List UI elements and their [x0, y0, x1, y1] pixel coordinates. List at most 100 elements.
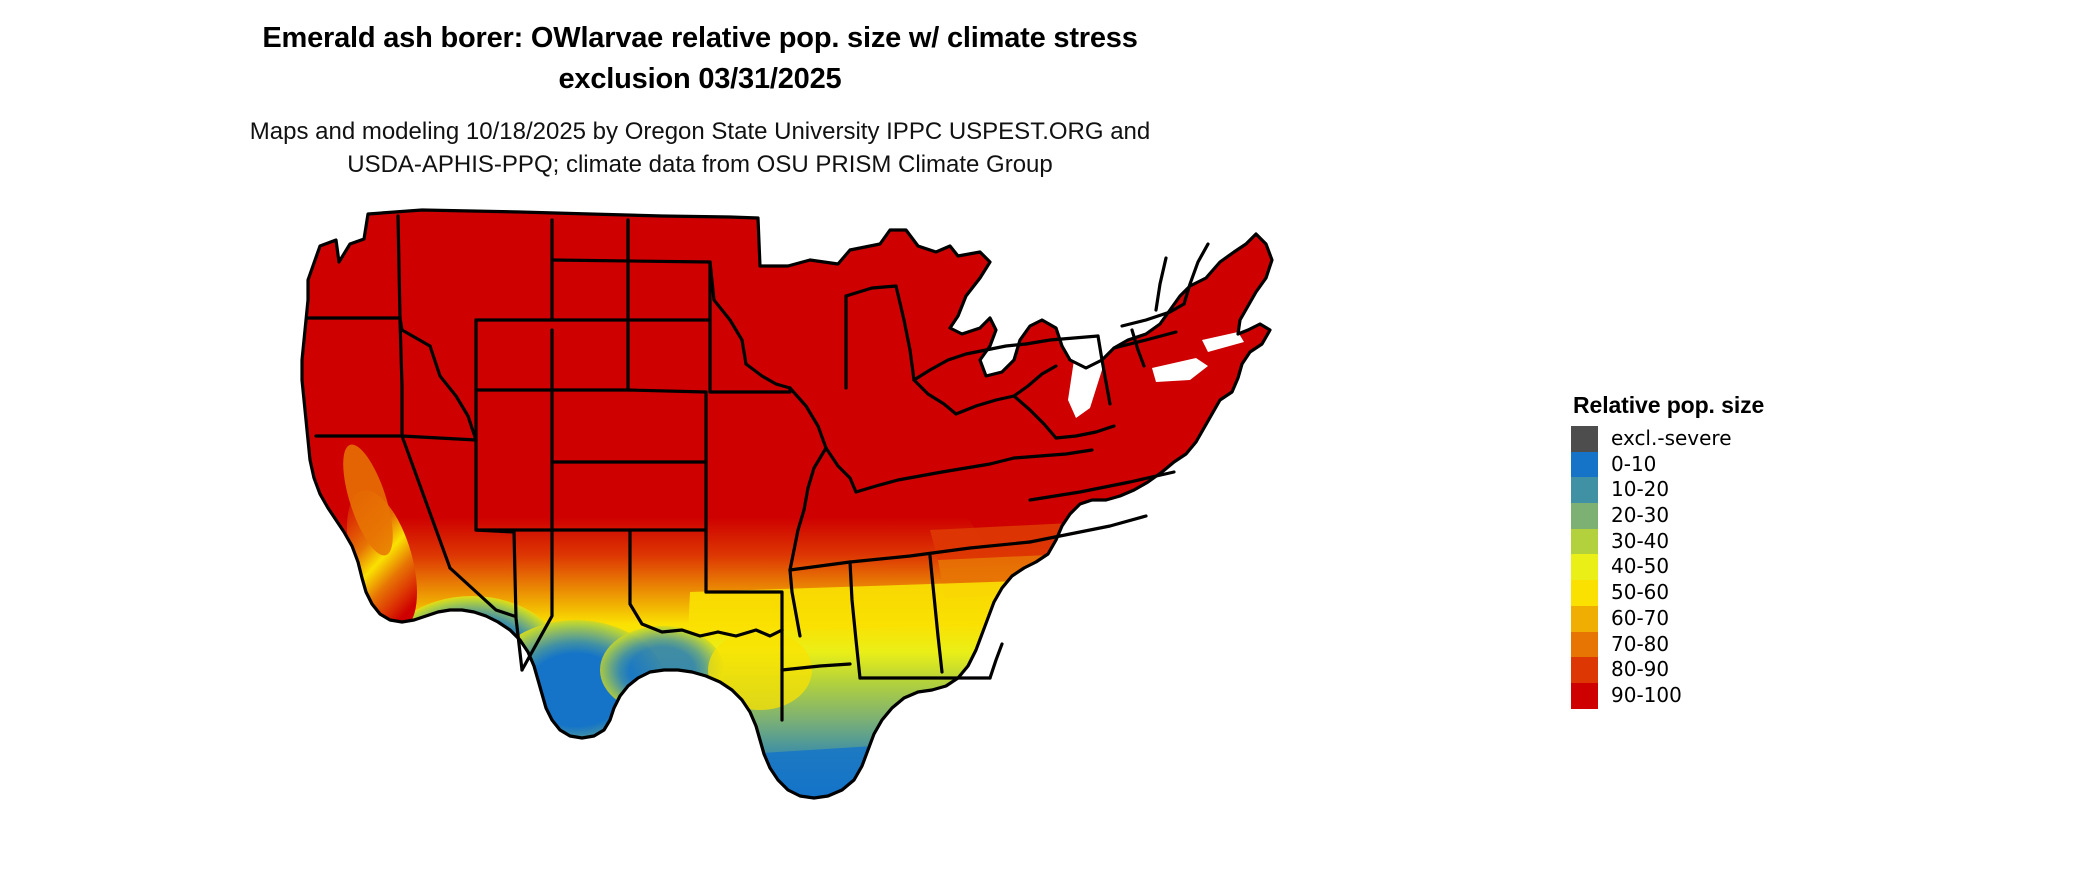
legend-item-label: 70-80: [1611, 631, 1670, 656]
legend-color-swatch: [1571, 477, 1598, 504]
legend-item-label: 0-10: [1611, 451, 1657, 476]
page-title: Emerald ash borer: OWlarvae relative pop…: [0, 18, 1400, 100]
border-co-ne-ks: [550, 388, 708, 394]
border-ky-tn-east: [940, 456, 1016, 474]
legend-item-label: 20-30: [1611, 503, 1670, 528]
legend-item[interactable]: 20-30: [1571, 503, 1871, 529]
border-oh-wv: [954, 394, 1016, 416]
border-il-mo: [788, 386, 828, 450]
border-ky-tn: [854, 470, 944, 494]
border-ok-ar: [704, 590, 784, 632]
border-az-nm: [474, 438, 524, 672]
border-oh-ky: [912, 378, 958, 416]
border-ar-ms: [788, 508, 806, 572]
legend-item[interactable]: 60-70: [1571, 605, 1871, 632]
legend-color-swatch: [1571, 657, 1598, 683]
border-wa-id: [396, 214, 402, 320]
border-ny-ct: [1130, 328, 1146, 368]
legend-item[interactable]: 40-50: [1571, 554, 1871, 581]
border-tx-ok: [628, 528, 720, 638]
border-ga-fl-east: [988, 642, 1004, 680]
border-ca-az: [448, 566, 516, 618]
border-pa-nj: [1096, 334, 1112, 406]
lake-erie: [1152, 358, 1208, 382]
state-boundaries: [300, 208, 1274, 800]
border-al-ga: [928, 554, 944, 674]
border-wi-il: [744, 362, 792, 390]
border-in-oh: [894, 284, 916, 382]
legend-color-swatch: [1571, 503, 1598, 529]
legend-item-label: 60-70: [1611, 605, 1670, 630]
legend-rows: excl.-severe 0-10 10-20 20-30 30-40 40-50 50-6…: [1571, 426, 1871, 709]
border-wv-pa: [1012, 364, 1058, 398]
border-wv-va: [1012, 394, 1058, 440]
border-nm-west: [520, 528, 554, 672]
map-sacramento-valley: [343, 444, 393, 556]
legend-color-swatch: [1571, 580, 1598, 606]
lake-superior: [1032, 252, 1102, 286]
border-ga-sc-nc: [1028, 514, 1148, 544]
border-tn-ms-al: [788, 540, 1032, 572]
map-gulf-blue: [630, 720, 1272, 798]
subtitle-line-2: USDA-APHIS-PPQ; climate data from OSU PR…: [347, 151, 1053, 178]
legend: Relative pop. size excl.-severe 0-10 10-20…: [1571, 392, 1871, 709]
border-in-mi: [844, 284, 898, 298]
legend-color-swatch: [1571, 426, 1598, 452]
border-or-ca-nv: [314, 318, 404, 438]
border-ca-nv-diagonal: [400, 434, 452, 570]
title-line-1: Emerald ash borer: OWlarvae relative pop…: [262, 22, 1138, 54]
national-outline: [300, 208, 1274, 800]
legend-color-swatch: [1571, 631, 1598, 658]
legend-item-label: 10-20: [1611, 477, 1670, 502]
map-florida-blue: [1170, 700, 1250, 798]
border-mo-ar: [802, 446, 828, 512]
border-nv-id-ut: [400, 318, 478, 442]
lake-ontario: [1202, 332, 1244, 352]
border-va-md: [1054, 424, 1116, 440]
page-subtitle: Maps and modeling 10/18/2025 by Oregon S…: [0, 115, 1400, 181]
border-pa-ny: [1024, 334, 1100, 346]
legend-item-label: 30-40: [1611, 528, 1670, 553]
border-nd-sd: [550, 258, 712, 264]
border-la-north: [780, 662, 852, 672]
us-choropleth-map: [290, 200, 1540, 890]
border-al-ms: [848, 560, 862, 680]
legend-item[interactable]: excl.-severe: [1571, 426, 1871, 452]
legend-item-label: 50-60: [1611, 580, 1670, 605]
border-il-ky: [824, 446, 858, 494]
legend-item[interactable]: 80-90: [1571, 657, 1871, 683]
legend-item[interactable]: 90-100: [1571, 682, 1871, 709]
map-svg: [300, 208, 1274, 800]
subtitle-line-1: Maps and modeling 10/18/2025 by Oregon S…: [249, 118, 1151, 145]
border-vt-nh: [1154, 256, 1168, 312]
border-ny-vt-ma: [1120, 302, 1186, 328]
border-nc-sc: [1028, 470, 1176, 502]
legend-item-label: 40-50: [1611, 554, 1670, 579]
legend-color-swatch: [1571, 528, 1598, 555]
border-nh-me: [1182, 242, 1210, 306]
legend-item[interactable]: 0-10: [1571, 451, 1871, 478]
border-mn-wi: [708, 260, 748, 366]
border-ms-la: [788, 568, 802, 638]
lake-huron: [1120, 290, 1158, 340]
legend-item[interactable]: 70-80: [1571, 631, 1871, 658]
border-ma-ct-ri: [1112, 330, 1178, 350]
legend-item-label: 90-100: [1611, 682, 1682, 707]
legend-item[interactable]: 30-40: [1571, 528, 1871, 555]
legend-item-label: 80-90: [1611, 657, 1670, 682]
legend-item-label: excl.-severe: [1611, 426, 1732, 450]
legend-color-swatch: [1571, 682, 1598, 709]
border-oh-pa: [912, 342, 1028, 382]
border-id-mt: [428, 344, 478, 442]
legend-item[interactable]: 50-60: [1571, 580, 1871, 606]
legend-color-swatch: [1571, 451, 1598, 478]
title-line-2: exclusion 03/31/2025: [558, 63, 842, 95]
legend-item[interactable]: 10-20: [1571, 477, 1871, 504]
map-raster: [302, 210, 1272, 798]
legend-color-swatch: [1571, 605, 1598, 632]
legend-color-swatch: [1571, 554, 1598, 581]
border-tx-ok-east: [716, 628, 784, 638]
border-va-nc: [1012, 448, 1094, 460]
legend-title: Relative pop. size: [1573, 392, 1765, 418]
